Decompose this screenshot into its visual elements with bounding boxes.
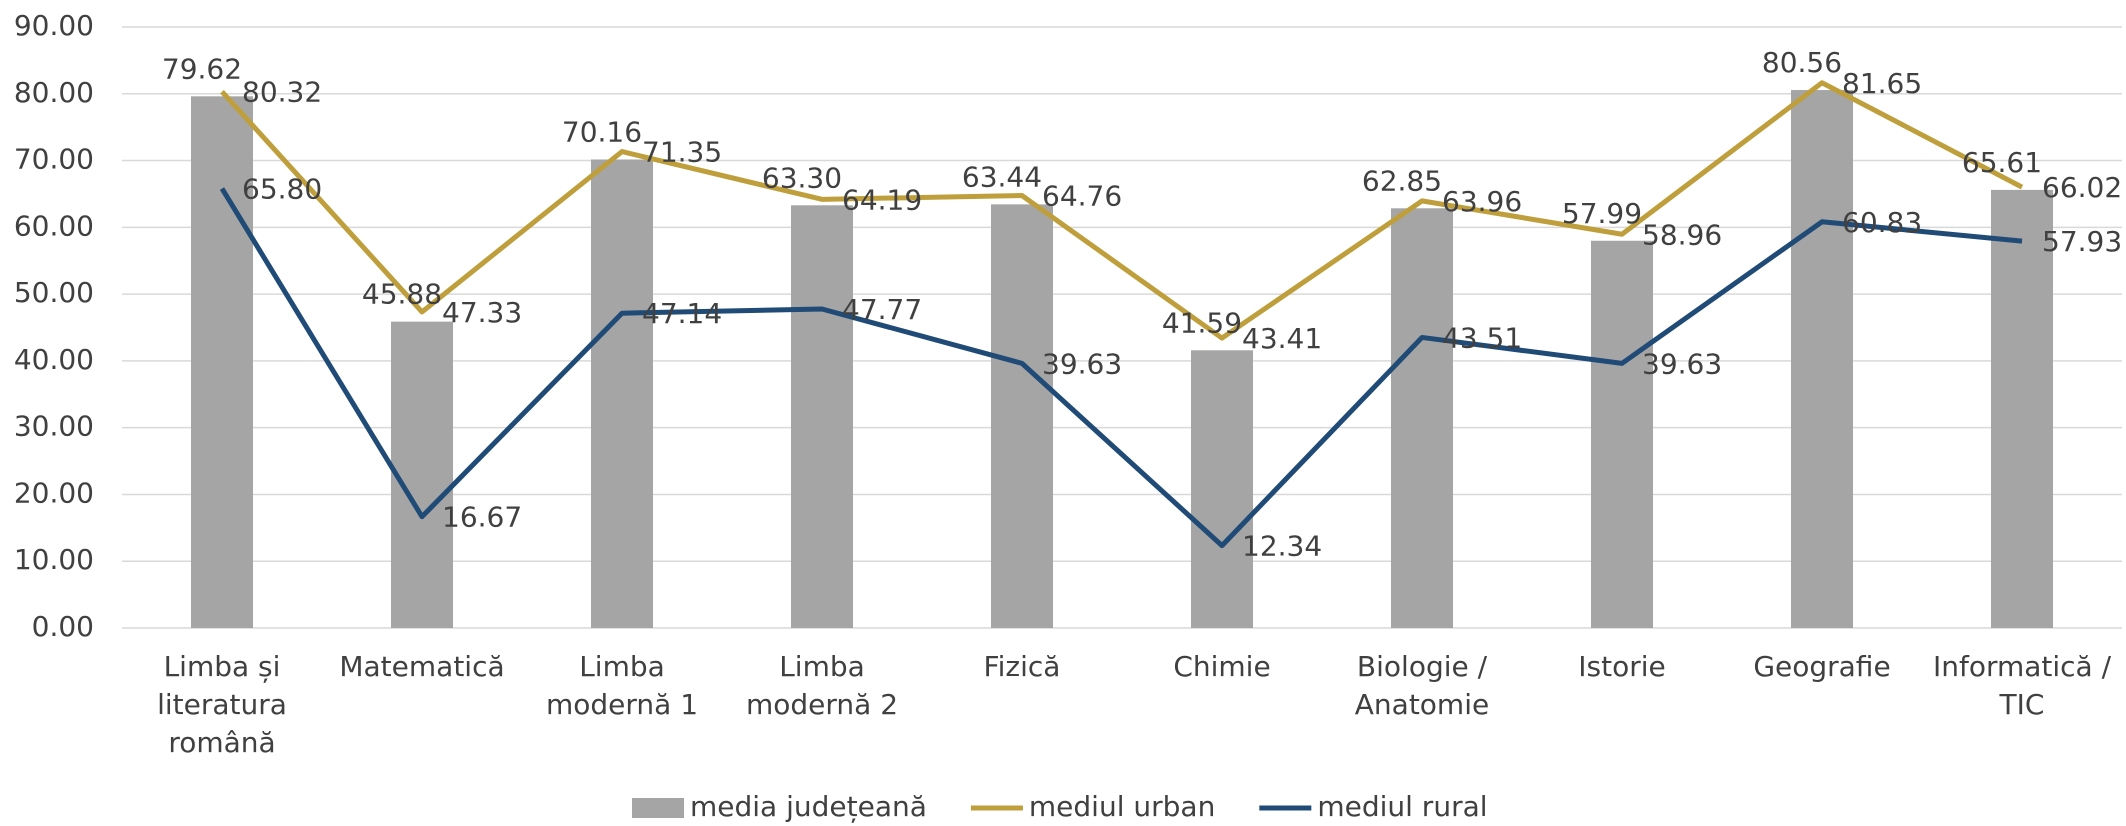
bar [191, 96, 253, 629]
x-tick-label: Limba modernă 2 [745, 650, 899, 721]
y-tick-label: 30.00 [14, 410, 94, 443]
data-label: 60.83 [1842, 206, 1922, 239]
data-label: 57.93 [2042, 225, 2122, 258]
data-label: 41.59 [1162, 306, 1242, 339]
line [219, 187, 2023, 549]
x-tick-label: Chimie [1173, 650, 1271, 683]
x-tick-label: Limba modernă 1 [545, 650, 699, 721]
x-tick-label: Geografie [1753, 650, 1891, 683]
data-label: 64.19 [842, 183, 922, 216]
data-label: 63.96 [1442, 185, 1522, 218]
data-label: 57.99 [1562, 197, 1642, 230]
line [220, 80, 2024, 341]
data-label: 71.35 [642, 136, 722, 169]
data-label: 64.76 [1042, 180, 1122, 213]
legend-label: mediul rural [1317, 790, 1487, 823]
bar [991, 204, 1053, 629]
y-tick-label: 20.00 [14, 476, 94, 509]
data-label: 65.80 [242, 173, 322, 206]
data-label: 39.63 [1642, 347, 1722, 380]
y-tick-label: 40.00 [14, 343, 94, 376]
data-label: 63.44 [962, 160, 1042, 193]
data-label: 43.41 [1242, 322, 1322, 355]
data-label: 45.88 [362, 278, 442, 311]
data-label: 47.33 [442, 296, 522, 329]
bar [1991, 189, 2053, 628]
bar [591, 159, 653, 628]
data-label: 79.62 [162, 52, 242, 85]
y-tick-label: 80.00 [14, 76, 94, 109]
data-label: 63.30 [762, 161, 842, 194]
bar [1191, 350, 1253, 628]
data-label: 39.63 [1042, 347, 1122, 380]
data-label: 80.56 [1762, 46, 1842, 79]
y-tick-label: 50.00 [14, 276, 94, 309]
x-tick-label: Fizică [983, 650, 1061, 683]
y-tick-label: 90.00 [14, 9, 94, 42]
legend-label: media județeană [690, 790, 927, 823]
data-label: 12.34 [1242, 530, 1322, 563]
data-label: 62.85 [1362, 164, 1442, 197]
y-tick-label: 70.00 [14, 143, 94, 176]
data-label: 47.77 [842, 293, 922, 326]
x-tick-label: Istorie [1578, 650, 1666, 683]
x-tick-label: Informatică / TIC [1932, 650, 2112, 721]
y-tick-label: 10.00 [14, 543, 94, 576]
data-label: 80.32 [242, 76, 322, 109]
bar [1591, 240, 1653, 628]
legend-swatch [632, 798, 684, 818]
data-label: 16.67 [442, 501, 522, 534]
data-label: 70.16 [562, 115, 642, 148]
x-tick-label: Limba și literatura română [157, 650, 287, 759]
bar [391, 321, 453, 628]
bar [791, 205, 853, 628]
data-label: 47.14 [642, 297, 722, 330]
y-tick-label: 60.00 [14, 209, 94, 242]
data-label: 43.51 [1442, 321, 1522, 354]
bar [1391, 208, 1453, 628]
x-tick-label: Matematică [339, 650, 505, 683]
data-label: 66.02 [2042, 171, 2122, 204]
data-label: 65.61 [1962, 146, 2042, 179]
data-label: 58.96 [1642, 218, 1722, 251]
y-tick-label: 0.00 [32, 610, 94, 643]
x-tick-label: Biologie / Anatomie [1354, 650, 1490, 721]
data-label: 81.65 [1842, 67, 1922, 100]
bar [1791, 90, 1853, 629]
legend-label: mediul urban [1029, 790, 1215, 823]
